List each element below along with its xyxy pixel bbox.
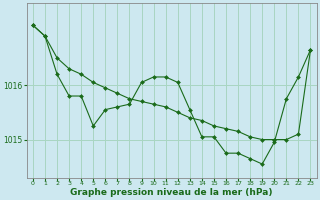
X-axis label: Graphe pression niveau de la mer (hPa): Graphe pression niveau de la mer (hPa) xyxy=(70,188,273,197)
